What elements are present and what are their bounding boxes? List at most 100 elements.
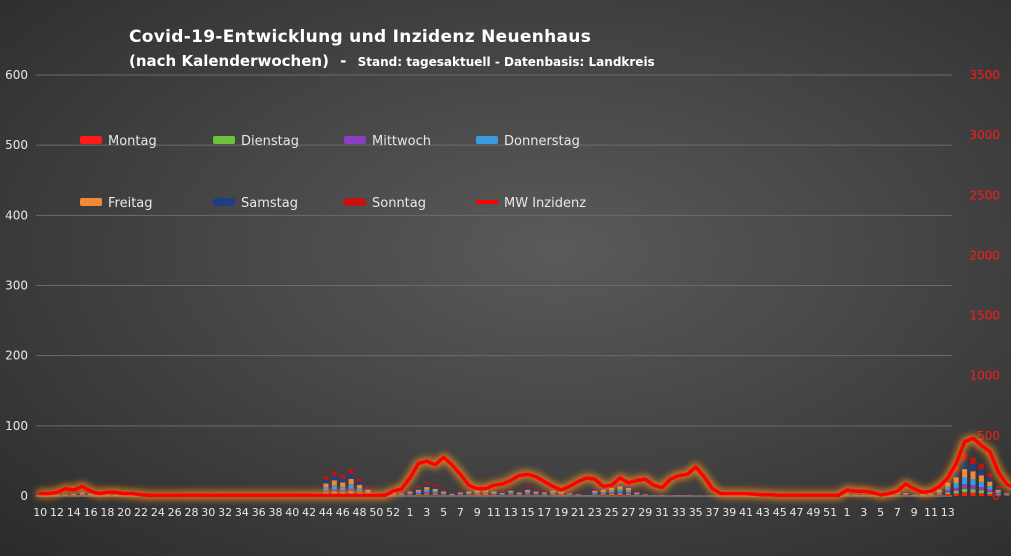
bar-segment-montag	[407, 495, 413, 496]
bar-segment-samstag	[995, 487, 1001, 490]
bar-segment-montag	[945, 494, 951, 496]
bar-segment-dienstag	[592, 494, 598, 496]
bar-segment-donnerstag	[466, 492, 472, 495]
bar-segment-sonntag	[978, 463, 984, 470]
bar-segment-freitag	[424, 487, 430, 490]
x-tick-label: 1	[406, 506, 413, 519]
bar-segment-mittwoch	[634, 494, 640, 496]
bar-segment-dienstag	[407, 494, 413, 496]
y-tick-right: 1500	[969, 309, 1000, 323]
y-axis-left: 0 100 200 300 400 500 600	[5, 68, 28, 503]
bar-segment-montag	[617, 494, 623, 496]
legend-label: Dienstag	[241, 134, 299, 149]
bar-segment-samstag	[441, 490, 447, 492]
bar-segment-sonntag	[499, 491, 505, 492]
bar-segment-donnerstag	[541, 493, 547, 495]
x-tick-label: 30	[201, 506, 215, 519]
bar-segment-montag	[541, 495, 547, 496]
bar-segment-freitag	[592, 490, 598, 493]
bar-segment-montag	[600, 495, 606, 496]
x-tick-label: 13	[941, 506, 955, 519]
x-tick-label: 45	[773, 506, 787, 519]
legend-swatch	[213, 136, 235, 144]
bar-segment-samstag	[340, 478, 346, 483]
bar-segment-freitag	[533, 491, 539, 493]
bar-segment-donnerstag	[936, 491, 942, 494]
bar-segment-mittwoch	[483, 492, 489, 495]
bar-segment-montag	[441, 495, 447, 496]
bar-segment-samstag	[634, 491, 640, 493]
bar-segment-donnerstag	[978, 481, 984, 487]
bar-segment-sonntag	[533, 488, 539, 491]
bar-segment-donnerstag	[79, 493, 85, 495]
bar-segment-samstag	[466, 490, 472, 492]
bar-segment-samstag	[617, 483, 623, 487]
bar-segment-sonntag	[323, 476, 329, 480]
x-tick-label: 42	[302, 506, 316, 519]
bar-segment-mittwoch	[491, 494, 497, 495]
bar-segment-sonntag	[592, 487, 598, 490]
bar-segment-samstag	[903, 491, 909, 493]
x-tick-label: 10	[33, 506, 47, 519]
bar-segment-freitag	[407, 491, 413, 493]
legend-item-mittwoch: Mittwoch	[344, 134, 431, 149]
x-tick-label: 37	[705, 506, 719, 519]
x-tick-label: 46	[336, 506, 350, 519]
bar-segment-samstag	[331, 475, 337, 481]
bar-segment-donnerstag	[508, 492, 514, 494]
x-tick-label: 50	[369, 506, 383, 519]
bar-segment-donnerstag	[71, 494, 77, 496]
x-tick-label: 48	[353, 506, 367, 519]
bar-segment-freitag	[516, 492, 522, 494]
bar-segment-samstag	[962, 461, 968, 470]
legend-item-freitag: Freitag	[80, 196, 153, 211]
x-tick-label: 41	[739, 506, 753, 519]
bar-segment-samstag	[79, 491, 85, 493]
bar-segment-montag	[491, 495, 497, 496]
bar-segment-montag	[79, 495, 85, 496]
bar-segment-sonntag	[457, 490, 463, 492]
legend-item-dienstag: Dienstag	[213, 134, 299, 149]
bar-segment-donnerstag	[609, 490, 615, 493]
x-tick-label: 38	[269, 506, 283, 519]
bar-segment-donnerstag	[441, 492, 447, 495]
bar-segment-samstag	[987, 477, 993, 482]
bar-segment-mittwoch	[541, 494, 547, 496]
bar-segment-freitag	[575, 494, 581, 495]
bar-segment-freitag	[441, 491, 447, 493]
bar-segment-sonntag	[987, 473, 993, 478]
bar-segment-samstag	[365, 487, 371, 490]
bar-segment-donnerstag	[567, 494, 573, 495]
bar-segment-freitag	[567, 493, 573, 495]
x-tick-label: 21	[571, 506, 585, 519]
legend-swatch	[476, 136, 498, 144]
bar-segment-mittwoch	[953, 487, 959, 491]
x-tick-label: 22	[134, 506, 148, 519]
x-tick-label: 7	[457, 506, 464, 519]
bar-segment-donnerstag	[953, 483, 959, 488]
bar-segment-sonntag	[525, 486, 531, 488]
bar-segment-donnerstag	[432, 491, 438, 493]
bar-segment-sonntag	[407, 488, 413, 491]
legend-swatch	[213, 198, 235, 206]
bar-segment-donnerstag	[1004, 494, 1010, 495]
bar-segment-samstag	[541, 491, 547, 493]
x-tick-label: 23	[588, 506, 602, 519]
bar-segment-samstag	[432, 486, 438, 489]
bar-segment-donnerstag	[533, 492, 539, 495]
x-tick-label: 12	[50, 506, 64, 519]
bar-segment-samstag	[567, 492, 573, 494]
bar-segment-sonntag	[508, 487, 514, 490]
bar-segment-sonntag	[1004, 491, 1010, 493]
y-tick-left: 100	[5, 419, 28, 433]
bar-segment-freitag	[499, 492, 505, 494]
y-tick-left: 300	[5, 279, 28, 293]
x-tick-label: 43	[756, 506, 770, 519]
bar-segment-dienstag	[533, 494, 539, 496]
x-tick-label: 15	[521, 506, 535, 519]
bar-segment-donnerstag	[634, 493, 640, 495]
x-tick-label: 33	[672, 506, 686, 519]
bar-segment-donnerstag	[491, 492, 497, 495]
bar-segment-donnerstag	[592, 492, 598, 494]
